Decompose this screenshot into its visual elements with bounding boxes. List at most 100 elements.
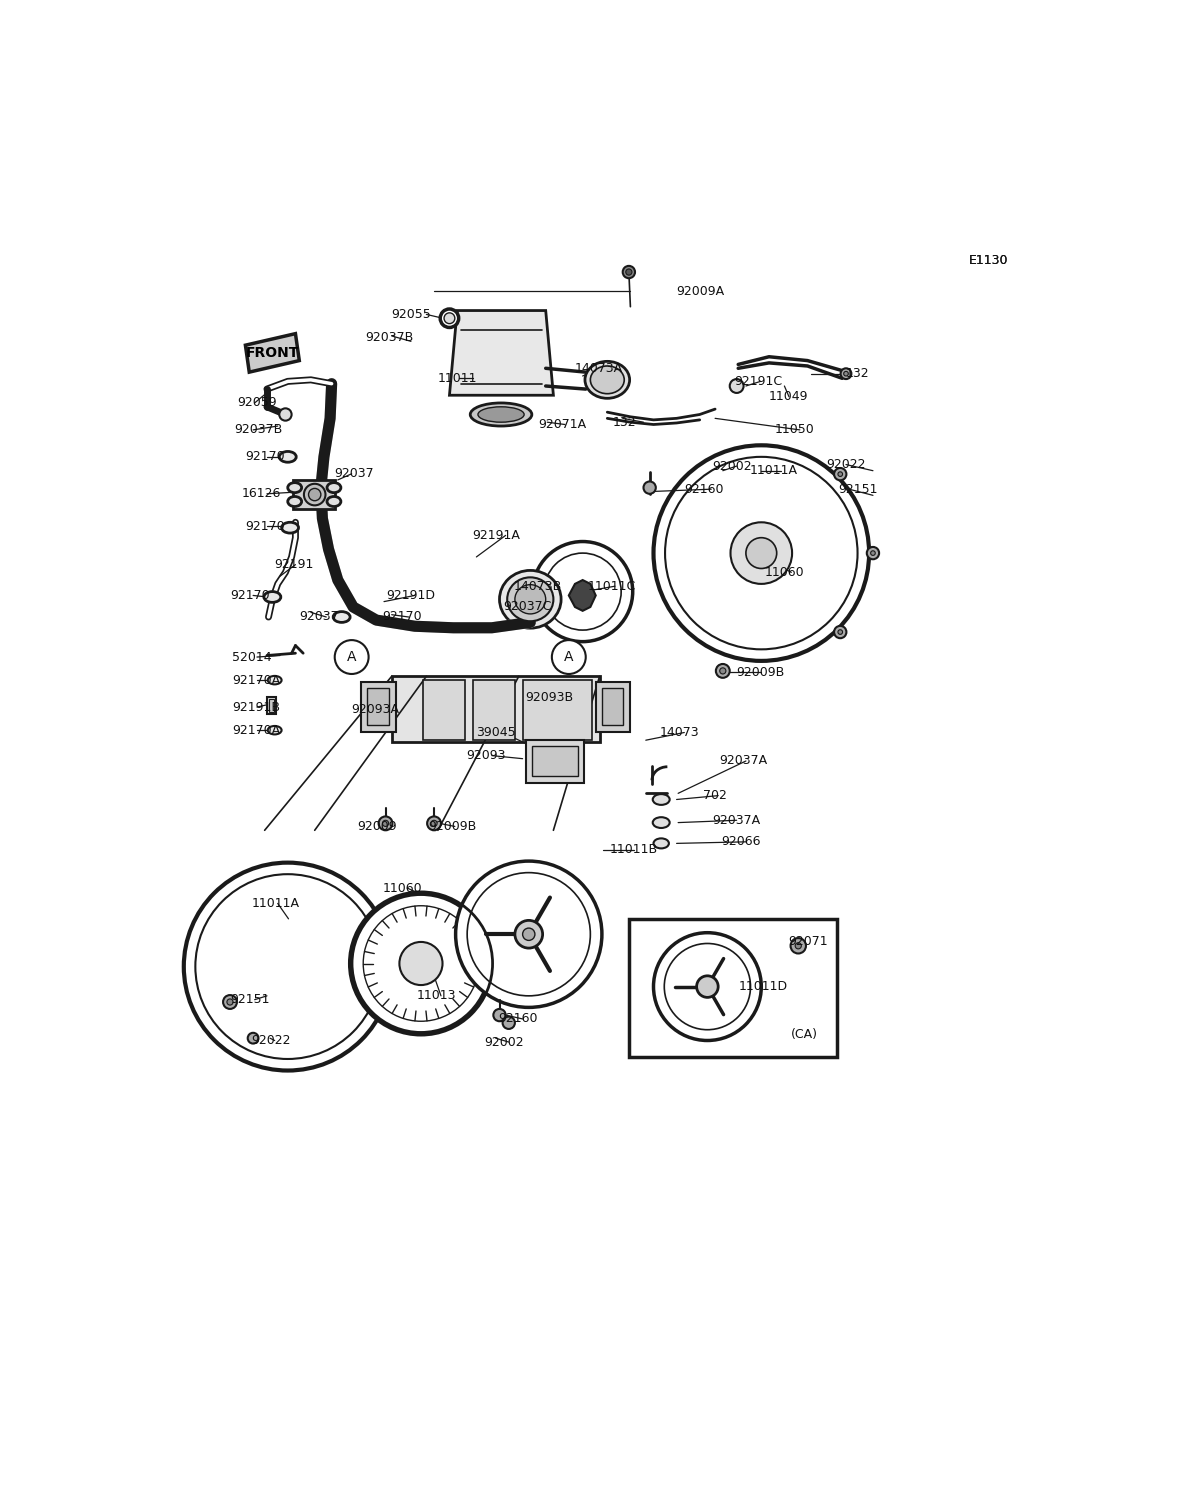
Ellipse shape — [268, 677, 282, 684]
Ellipse shape — [328, 497, 341, 506]
Text: 702: 702 — [703, 789, 727, 802]
Ellipse shape — [470, 403, 532, 427]
Text: 92002: 92002 — [712, 460, 751, 473]
Text: 132: 132 — [846, 367, 870, 380]
Circle shape — [623, 266, 635, 278]
Circle shape — [352, 894, 491, 1033]
Text: 16126: 16126 — [241, 488, 281, 500]
Circle shape — [335, 641, 368, 674]
Text: 92037B: 92037B — [234, 424, 282, 437]
Text: 11013: 11013 — [416, 990, 456, 1003]
Circle shape — [654, 933, 761, 1040]
Circle shape — [834, 626, 846, 638]
Text: 92170: 92170 — [383, 611, 422, 623]
Circle shape — [383, 820, 389, 826]
Ellipse shape — [508, 578, 553, 621]
Text: 11011A: 11011A — [750, 464, 798, 478]
Text: 92170: 92170 — [246, 451, 286, 464]
Bar — [422, 680, 464, 740]
Circle shape — [444, 313, 455, 323]
Circle shape — [456, 861, 602, 1007]
Text: 92093A: 92093A — [350, 704, 398, 716]
Bar — [266, 698, 276, 714]
Circle shape — [247, 1033, 258, 1043]
Circle shape — [196, 874, 380, 1058]
Text: 92191: 92191 — [274, 558, 313, 572]
Ellipse shape — [654, 838, 668, 849]
Text: 92037: 92037 — [334, 467, 373, 481]
Ellipse shape — [264, 591, 281, 602]
Text: 92093: 92093 — [467, 748, 506, 762]
Circle shape — [379, 816, 392, 831]
Circle shape — [184, 862, 391, 1070]
Text: 92170A: 92170A — [233, 674, 281, 687]
Ellipse shape — [288, 497, 301, 506]
Text: 92093B: 92093B — [524, 690, 574, 704]
Text: 92037: 92037 — [299, 611, 338, 623]
Circle shape — [834, 469, 846, 481]
Circle shape — [523, 928, 535, 940]
Circle shape — [427, 816, 440, 831]
Text: 92191C: 92191C — [734, 374, 782, 388]
Text: 92151: 92151 — [839, 482, 878, 496]
Ellipse shape — [334, 612, 350, 623]
Text: 11011C: 11011C — [588, 579, 636, 593]
Polygon shape — [450, 310, 553, 395]
Bar — [629, 919, 836, 1057]
Text: 92037A: 92037A — [719, 754, 767, 768]
Circle shape — [796, 943, 802, 949]
Circle shape — [844, 371, 848, 376]
Circle shape — [431, 820, 437, 826]
Circle shape — [730, 379, 744, 392]
Text: 92071A: 92071A — [538, 418, 586, 431]
Text: 11011A: 11011A — [252, 897, 300, 910]
Ellipse shape — [653, 793, 670, 805]
Circle shape — [440, 308, 458, 328]
Ellipse shape — [268, 726, 282, 735]
Circle shape — [716, 665, 730, 678]
Text: 11060: 11060 — [383, 882, 422, 895]
Ellipse shape — [499, 570, 562, 629]
Text: 39045: 39045 — [476, 726, 516, 740]
Circle shape — [304, 484, 325, 506]
Circle shape — [503, 1016, 515, 1028]
Text: 14073: 14073 — [660, 726, 700, 740]
Text: 52014: 52014 — [232, 651, 271, 663]
Bar — [595, 681, 630, 732]
Circle shape — [654, 445, 869, 660]
Bar — [391, 677, 600, 741]
Text: 92055: 92055 — [391, 308, 432, 320]
Text: 92191A: 92191A — [473, 528, 521, 542]
Text: 92170: 92170 — [230, 588, 270, 602]
Ellipse shape — [478, 407, 524, 422]
Text: 92037A: 92037A — [712, 814, 760, 826]
Text: 92191B: 92191B — [233, 701, 281, 714]
Text: 132: 132 — [613, 416, 636, 428]
Bar — [473, 680, 515, 740]
Ellipse shape — [280, 452, 296, 463]
Text: 11049: 11049 — [769, 391, 809, 403]
Circle shape — [400, 942, 443, 985]
Ellipse shape — [584, 361, 630, 398]
Circle shape — [533, 542, 632, 642]
Text: 11011: 11011 — [438, 371, 478, 385]
Circle shape — [697, 976, 718, 997]
Circle shape — [544, 552, 622, 630]
Circle shape — [227, 998, 233, 1004]
Text: 11011D: 11011D — [738, 981, 787, 993]
Circle shape — [791, 939, 806, 954]
Text: 11011B: 11011B — [610, 843, 658, 856]
Text: 92022: 92022 — [826, 458, 865, 472]
Circle shape — [552, 641, 586, 674]
Circle shape — [720, 668, 726, 674]
Circle shape — [515, 921, 542, 948]
Bar — [532, 746, 578, 777]
Circle shape — [838, 472, 842, 476]
Circle shape — [871, 551, 875, 555]
Text: 92059: 92059 — [238, 397, 277, 410]
Ellipse shape — [590, 365, 624, 394]
Bar — [602, 687, 624, 725]
Bar — [523, 680, 592, 740]
Circle shape — [493, 1009, 505, 1021]
Text: A: A — [564, 650, 574, 665]
